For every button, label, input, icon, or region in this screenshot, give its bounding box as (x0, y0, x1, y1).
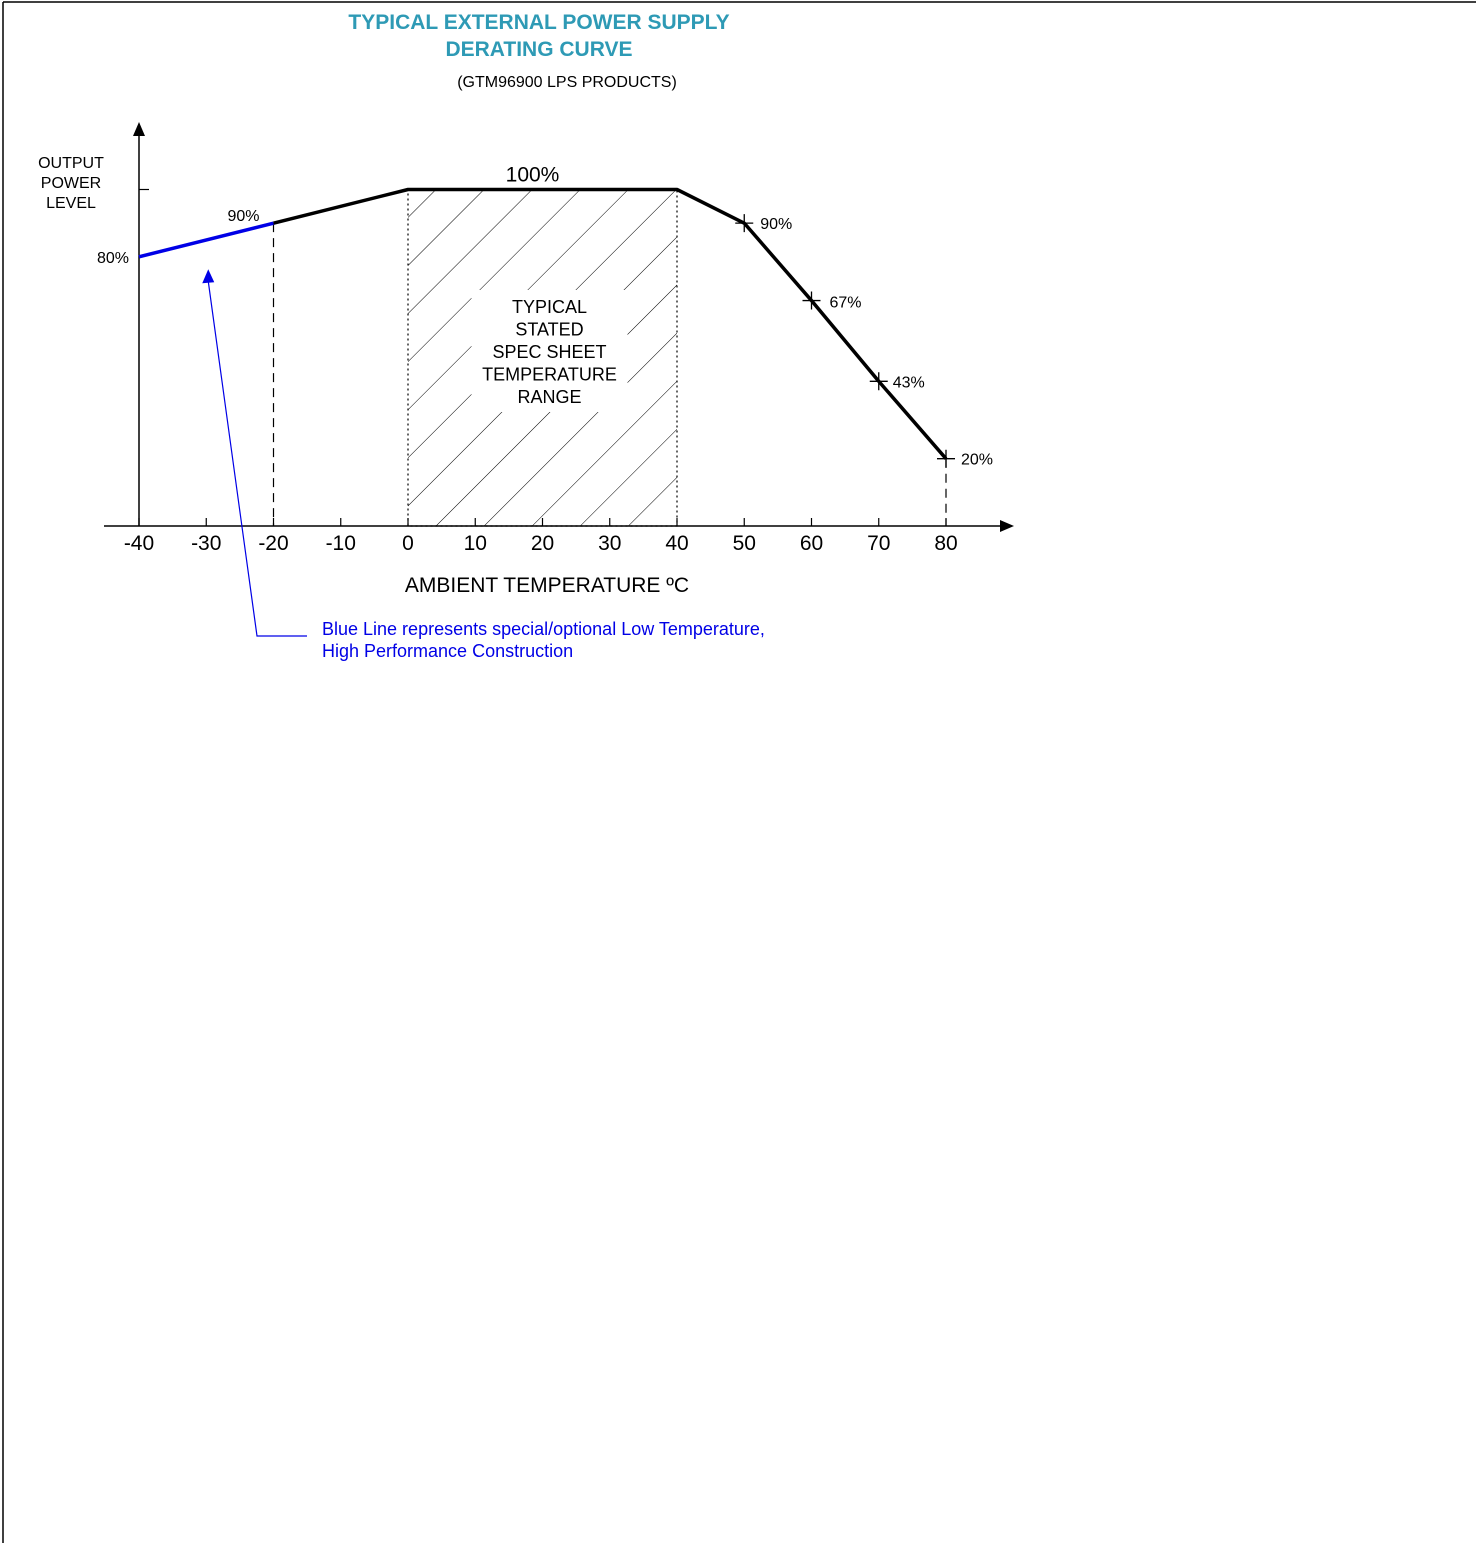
x-tick-label: -20 (258, 532, 288, 555)
x-tick-label: 70 (867, 532, 890, 555)
y-axis-arrow-icon (133, 122, 145, 136)
annotation-line2: High Performance Construction (322, 641, 573, 661)
point-label: 90% (227, 208, 259, 225)
point-label: 80% (97, 250, 129, 267)
point-marker (869, 372, 888, 391)
spec-region-label-line2: STATED (515, 320, 583, 340)
spec-region-label-line4: TEMPERATURE (482, 365, 617, 385)
x-tick-label: 0 (402, 532, 414, 555)
chart-subtitle: (GTM96900 LPS PRODUCTS) (457, 74, 677, 91)
axes (104, 122, 1014, 532)
point-markers (735, 214, 955, 468)
y-axis-label-line1: OUTPUT (38, 155, 104, 172)
x-ticks: -40 -30 -20 -10 0 10 20 30 40 50 60 70 80 (124, 518, 958, 555)
point-label: 100% (506, 164, 560, 187)
y-axis-label-line3: LEVEL (46, 195, 96, 212)
x-tick-label: 60 (800, 532, 823, 555)
spec-region-label-background (471, 290, 628, 412)
x-tick-label: 30 (598, 532, 621, 555)
point-labels: 80% 90% 100% 90% 67% 43% 20% (97, 164, 993, 469)
spec-region-label-line5: RANGE (517, 387, 581, 407)
x-axis-label: AMBIENT TEMPERATURE ºC (405, 574, 689, 597)
x-tick-label: -10 (326, 532, 356, 555)
spec-region-label-line3: SPEC SHEET (492, 342, 606, 362)
annotation-line1: Blue Line represents special/optional Lo… (322, 619, 765, 639)
point-label: 43% (893, 374, 925, 391)
x-tick-label: 50 (733, 532, 756, 555)
blue-line-annotation: Blue Line represents special/optional Lo… (202, 269, 765, 661)
x-tick-label: -30 (191, 532, 221, 555)
point-label: 90% (760, 216, 792, 233)
point-marker (937, 449, 955, 468)
y-axis-label-line2: POWER (41, 175, 101, 192)
chart-title-line2: DERATING CURVE (445, 38, 632, 61)
spec-temperature-region: TYPICAL STATED SPEC SHEET TEMPERATURE RA… (407, 188, 678, 527)
x-tick-label: 10 (464, 532, 487, 555)
x-axis-arrow-icon (1000, 520, 1014, 532)
annotation-arrow-icon (202, 269, 215, 284)
point-label: 67% (830, 295, 862, 312)
annotation-leader-line (207, 281, 307, 637)
point-label: 20% (961, 452, 993, 469)
spec-region-label-line1: TYPICAL (512, 297, 587, 317)
series-low-temperature-blue (138, 221, 274, 259)
chart-title-line1: TYPICAL EXTERNAL POWER SUPPLY (348, 11, 729, 34)
point-marker (735, 214, 754, 233)
x-tick-label: 20 (531, 532, 554, 555)
point-marker (802, 291, 821, 310)
x-tick-label: -40 (124, 532, 154, 555)
x-tick-label: 80 (934, 532, 957, 555)
x-tick-label: 40 (665, 532, 688, 555)
